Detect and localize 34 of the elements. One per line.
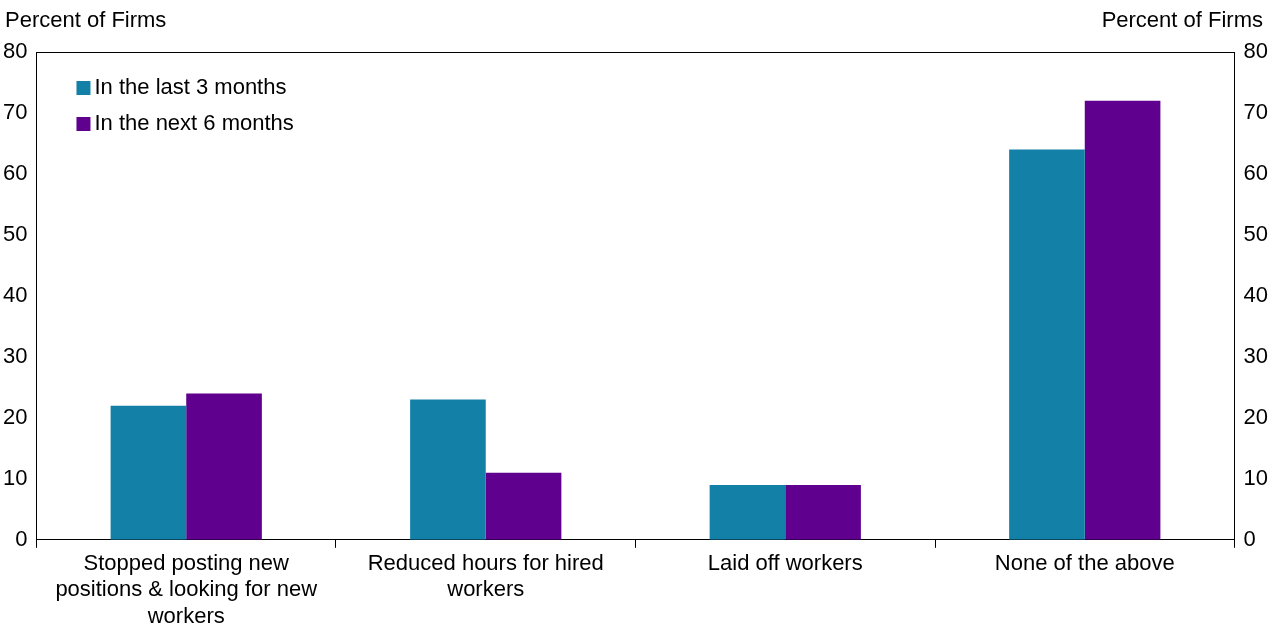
y2-axis-title: Percent of Firms xyxy=(1101,7,1263,33)
y-tick-label: 10 xyxy=(2,464,28,490)
y2-tick-label: 30 xyxy=(1243,342,1269,368)
x-tick-label: None of the above xyxy=(994,550,1175,576)
y2-tick-label: 0 xyxy=(1243,525,1256,551)
bar xyxy=(709,484,786,540)
legend-label: In the last 3 months xyxy=(94,74,287,100)
bar xyxy=(186,393,262,540)
bar xyxy=(1084,100,1161,540)
y-tick-label: 50 xyxy=(2,220,28,246)
y-tick-label: 70 xyxy=(2,99,28,125)
x-tick-label: Laid off workers xyxy=(707,550,863,576)
bar xyxy=(410,399,486,540)
y2-tick-label: 60 xyxy=(1243,160,1269,186)
y-tick-label: 40 xyxy=(2,281,28,307)
bar xyxy=(1009,149,1085,540)
y2-tick-label: 70 xyxy=(1243,99,1269,125)
bar xyxy=(110,405,187,540)
y2-tick-label: 40 xyxy=(1243,281,1269,307)
y2-tick-label: 80 xyxy=(1243,38,1269,64)
legend-label: In the next 6 months xyxy=(94,110,294,136)
y2-tick-label: 10 xyxy=(1243,464,1269,490)
y-tick-label: 20 xyxy=(2,403,28,429)
y2-tick-label: 20 xyxy=(1243,403,1269,429)
y-tick-label: 60 xyxy=(2,160,28,186)
x-tick-label: Stopped posting new positions & looking for new workers xyxy=(55,550,318,628)
y-tick-label: 30 xyxy=(2,342,28,368)
bar xyxy=(785,484,861,540)
y-tick-label: 80 xyxy=(2,38,28,64)
y2-tick-label: 50 xyxy=(1243,220,1269,246)
y-tick-label: 0 xyxy=(15,525,28,551)
bar xyxy=(485,472,562,540)
x-tick-label: Reduced hours for hired workers xyxy=(367,550,604,602)
y-axis-title: Percent of Firms xyxy=(5,7,167,33)
